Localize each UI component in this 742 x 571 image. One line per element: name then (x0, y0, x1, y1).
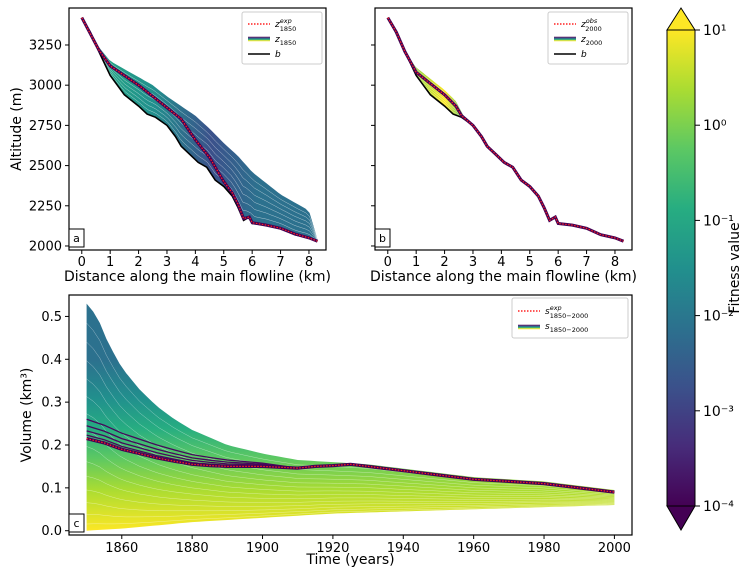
panel-c-ensemble-trace (86, 503, 615, 518)
colorbar: 10¹ 10⁰ 10⁻¹ 10⁻² 10⁻³ 10⁻⁴ Fitness value (666, 7, 742, 531)
panel-a-x-tick-label: 5 (220, 255, 228, 270)
panel-b-x-tick-label: 6 (554, 255, 562, 270)
panel-c-ensemble-trace (86, 430, 615, 499)
panel-a-ensemble-trace (81, 17, 318, 242)
panel-c-legend-label: sexp 1850−2000 (545, 304, 588, 320)
panel-c-x-tick-label: 1880 (176, 541, 209, 556)
panel-a-ensemble-trace (81, 17, 318, 241)
panel-a-ensemble-trace (81, 17, 318, 241)
panel-c-x-tick-label: 1920 (316, 541, 349, 556)
panel-c-label: c (73, 517, 79, 530)
panel-c-x-tick-label: 1980 (527, 541, 560, 556)
panel-a-y-tick-label: 2250 (29, 199, 62, 214)
panel-c: 1860 1880 1900 1920 1940 1960 1980 2000 Time (ye… (19, 297, 631, 568)
colorbar-tick-label: 10⁻⁴ (703, 499, 734, 515)
panel-c-ensemble-trace (86, 502, 615, 512)
colorbar-tick-label: 10⁰ (703, 118, 727, 134)
colorbar-gradient (666, 29, 696, 507)
panel-c-x-tick-label: 1960 (457, 541, 490, 556)
panel-b-x-tick-label: 7 (582, 255, 590, 270)
colorbar-tick-label: 10⁻² (703, 309, 734, 325)
panel-a-y-tick-label: 2750 (29, 119, 62, 134)
panel-c-reference-line (86, 438, 615, 493)
panel-b-legend-label: z2000 (580, 35, 602, 47)
panel-a-label-box (68, 228, 85, 248)
panel-c-ensemble-trace (86, 341, 615, 493)
panel-c-x-tick-label: 1860 (105, 541, 138, 556)
panel-c-y-tick-label: 0.0 (41, 524, 62, 539)
panel-c-ensemble-trace (86, 413, 615, 498)
panel-b-x-tick-label: 2 (440, 255, 448, 270)
panel-a-frame (68, 7, 327, 251)
panel-a-x-tick-label: 0 (78, 255, 86, 270)
panel-c-y-tick-label: 0.1 (41, 481, 62, 496)
panel-c-y-axis-label: Volume (km³) (19, 368, 35, 463)
panel-a-ensemble-trace (81, 17, 318, 240)
colorbar-label: Fitness value (727, 222, 742, 313)
panel-b-x-tick-label: 8 (611, 255, 619, 270)
panel-c-x-tick-label: 1900 (246, 541, 279, 556)
panel-b-x-tick-label: 4 (497, 255, 505, 270)
panel-a-legend-label: z1850 (274, 35, 296, 47)
panel-c-y-tick-label: 0.2 (41, 439, 62, 454)
panel-c-ensemble-trace (86, 476, 615, 503)
panel-a-x-tick-label: 7 (276, 255, 284, 270)
colorbar-tick-label: 10¹ (703, 23, 726, 39)
panel-b-legend-box (547, 11, 629, 65)
panel-b-x-tick-label: 3 (469, 255, 477, 270)
panel-b-frame (374, 7, 633, 251)
panel-b-legend-label: b (581, 50, 587, 60)
panel-a-y-tick-label: 2500 (29, 159, 62, 174)
panel-b-x-tick-label: 5 (526, 255, 534, 270)
panel-a-legend-label: zexp 1850 (274, 17, 296, 33)
panel-c-y-tick-label: 0.5 (41, 310, 62, 325)
panel-c-legend-box (511, 297, 629, 339)
panel-b-label-box (374, 228, 391, 248)
panel-c-x-tick-label: 1940 (387, 541, 420, 556)
panel-a-ensemble-band (81, 17, 318, 242)
panel-c-ensemble-trace (86, 489, 615, 507)
panel-a-x-tick-label: 3 (163, 255, 171, 270)
panel-a-label: a (73, 232, 80, 245)
panel-b-x-tick-label: 1 (412, 255, 420, 270)
panel-c-y-tick-label: 0.3 (41, 396, 62, 411)
colorbar-tick-label: 10⁻¹ (703, 213, 734, 229)
colorbar-tick-label: 10⁻³ (703, 404, 734, 420)
panel-c-ensemble-trace (86, 360, 615, 495)
panel-c-frame (68, 294, 633, 536)
panel-c-ensemble-trace (86, 504, 615, 525)
colorbar-bottom-extension (666, 505, 696, 531)
panel-c-legend-label: s1850−2000 (545, 322, 588, 334)
panel-a-x-tick-label: 4 (191, 255, 199, 270)
panel-a-x-tick-label: 8 (305, 255, 313, 270)
panel-c-y-tick-label: 0.4 (41, 353, 62, 368)
panel-a-y-tick-label: 3250 (29, 38, 62, 53)
panel-c-label-box (68, 513, 85, 533)
panel-c-ensemble-trace (86, 461, 615, 501)
panel-a-y-axis-label: Altitude (m) (9, 87, 25, 171)
panel-b-x-axis-label: Distance along the main flowline (km) (370, 269, 637, 285)
panel-a-best-line (80, 16, 319, 243)
panel-a-legend-label: b (275, 50, 281, 60)
panel-a-x-tick-label: 2 (134, 255, 142, 270)
panel-b-best-line (386, 16, 625, 243)
panel-a-y-tick-label: 3000 (29, 79, 62, 94)
panel-a-legend-box (241, 11, 323, 65)
colorbar-top-extension (666, 7, 696, 31)
panel-c-x-axis-label: Time (years) (305, 552, 394, 567)
panel-b-legend-label: zobs 2000 (580, 17, 602, 33)
panel-a-x-tick-label: 6 (248, 255, 256, 270)
panel-c-ensemble-trace (86, 446, 615, 500)
panel-a-x-axis-label: Distance along the main flowline (km) (64, 269, 331, 285)
panel-b-x-tick-label: 0 (384, 255, 392, 270)
panel-a-y-tick-label: 2000 (29, 239, 62, 254)
panel-b-label: b (379, 232, 386, 245)
panel-c-x-tick-label: 2000 (598, 541, 631, 556)
panel-a-x-tick-label: 1 (106, 255, 114, 270)
